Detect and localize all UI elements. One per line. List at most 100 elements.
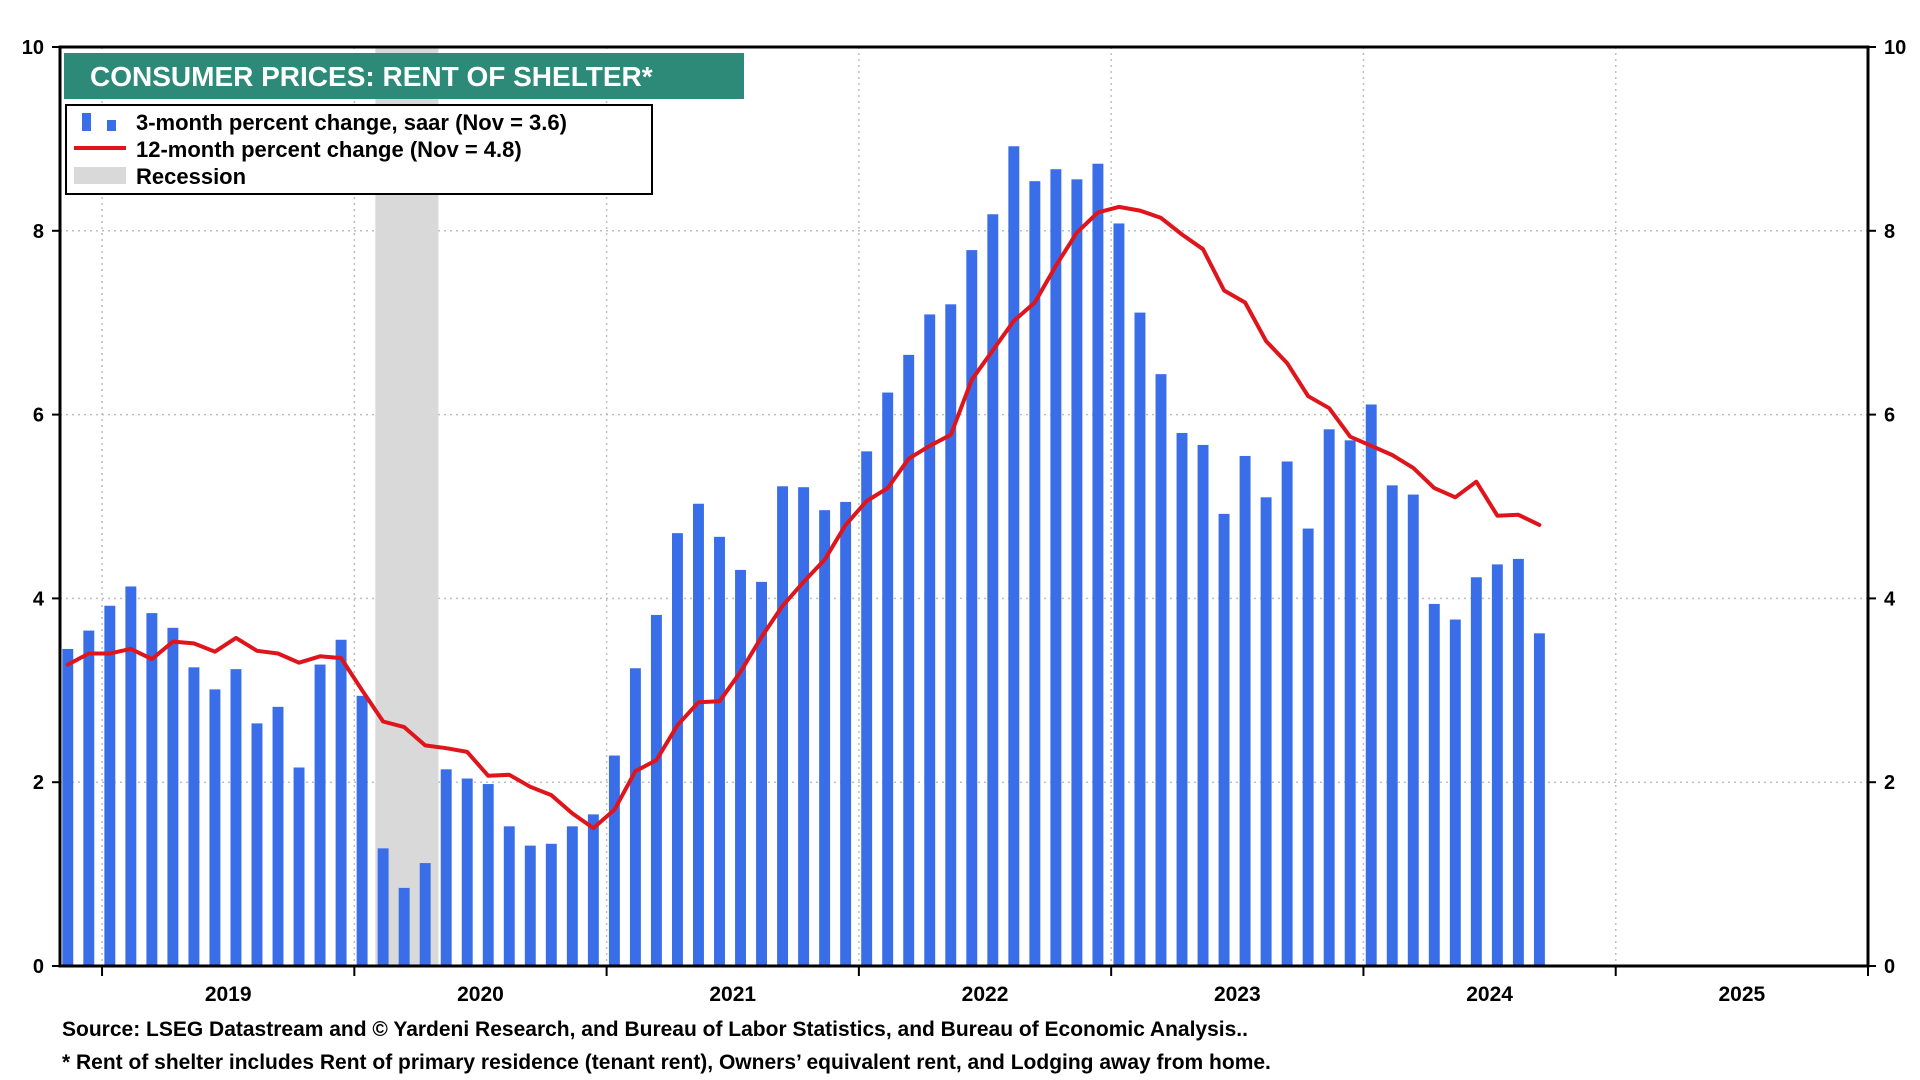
legend-bar-swatch-1 (82, 113, 91, 131)
right-tick-label-10: 10 (1884, 37, 1906, 59)
bar-70 (1512, 558, 1524, 966)
right-tick-label-2: 2 (1884, 772, 1895, 794)
footnote: * Rent of shelter includes Rent of prima… (62, 1051, 1271, 1074)
bar-49 (1071, 179, 1083, 966)
bar-25 (566, 826, 578, 966)
bar-3 (104, 605, 116, 966)
axes (58, 45, 1870, 976)
x-label-2020: 2020 (457, 983, 504, 1006)
chart-title: CONSUMER PRICES: RENT OF SHELTER* (90, 61, 653, 92)
bar-66 (1428, 603, 1440, 966)
bar-16 (377, 848, 389, 966)
bar-53 (1155, 374, 1167, 966)
legend-item-bars: 3-month percent change, saar (Nov = 3.6) (82, 110, 567, 135)
bar-34 (756, 581, 768, 966)
bar-47 (1029, 181, 1041, 966)
bar-40 (882, 392, 894, 966)
bar-54 (1176, 432, 1188, 967)
source-note: Source: LSEG Datastream and © Yardeni Re… (62, 1018, 1248, 1041)
bar-50 (1092, 163, 1104, 966)
x-label-2022: 2022 (962, 983, 1009, 1006)
bar-55 (1197, 444, 1209, 966)
bar-61 (1323, 429, 1335, 967)
legend-label-line: 12-month percent change (Nov = 4.8) (136, 137, 522, 162)
right-tick-label-6: 6 (1884, 405, 1895, 427)
bar-18 (419, 863, 431, 966)
right-y-axis: 0 2 4 6 8 10 (1868, 37, 1906, 978)
bar-48 (1050, 169, 1062, 967)
bar-36 (798, 487, 810, 966)
x-axis: 2019 2020 2021 2022 2023 2024 2025 (205, 983, 1766, 1006)
bar-14 (335, 639, 347, 966)
x-label-2023: 2023 (1214, 983, 1261, 1006)
bar-17 (398, 887, 410, 966)
bar-32 (714, 536, 725, 966)
left-tick-label-0: 0 (33, 956, 44, 978)
legend-bar-swatch-2 (107, 120, 116, 131)
legend-box (65, 104, 653, 195)
bar-58 (1260, 497, 1272, 966)
plot-frame (58, 45, 1870, 968)
bar-51 (1113, 223, 1125, 966)
bar-13 (314, 664, 326, 966)
bar-20 (461, 778, 473, 966)
right-tick-label-0: 0 (1884, 956, 1895, 978)
bar-1 (62, 648, 74, 966)
bar-4 (125, 586, 137, 966)
left-tick-label-4: 4 (33, 588, 45, 610)
bar-38 (840, 501, 852, 966)
bar-67 (1449, 619, 1461, 966)
line-series (65, 204, 1542, 831)
bar-29 (650, 614, 662, 966)
bar-64 (1386, 485, 1398, 966)
bar-68 (1470, 577, 1482, 966)
legend-label-recession: Recession (136, 164, 246, 189)
bar-2 (83, 630, 95, 966)
bar-21 (482, 784, 494, 966)
bar-28 (629, 668, 641, 966)
bar-59 (1281, 461, 1293, 966)
bar-57 (1239, 455, 1251, 966)
bar-60 (1302, 528, 1314, 966)
bar-62 (1344, 440, 1356, 966)
left-tick-label-10: 10 (22, 37, 44, 59)
legend-item-line: 12-month percent change (Nov = 4.8) (74, 137, 522, 162)
x-label-2024: 2024 (1466, 983, 1513, 1006)
bar-9 (230, 669, 242, 966)
bar-37 (819, 510, 831, 966)
bar-41 (903, 354, 915, 966)
bar-27 (608, 755, 620, 966)
bar-26 (587, 814, 599, 966)
bar-35 (777, 486, 789, 966)
bar-30 (671, 533, 683, 966)
legend-label-bars: 3-month percent change, saar (Nov = 3.6) (136, 110, 567, 135)
bar-31 (693, 503, 704, 966)
bar-22 (503, 826, 515, 966)
right-tick-label-4: 4 (1884, 588, 1896, 610)
x-label-2019: 2019 (205, 983, 252, 1006)
bar-19 (440, 769, 452, 966)
left-tick-label-6: 6 (33, 405, 44, 427)
bar-23 (524, 845, 536, 966)
left-tick-label-2: 2 (33, 772, 44, 794)
bar-33 (735, 569, 746, 966)
legend-item-recession: Recession (74, 164, 246, 189)
bar-series (62, 146, 1545, 967)
bar-52 (1134, 312, 1146, 966)
bar-8 (209, 689, 221, 966)
bar-63 (1365, 404, 1377, 967)
x-label-2025: 2025 (1719, 983, 1766, 1006)
bar-6 (167, 627, 179, 966)
bar-44 (966, 250, 978, 966)
bar-71 (1533, 633, 1545, 966)
legend: 3-month percent change, saar (Nov = 3.6)… (65, 104, 653, 195)
bar-65 (1407, 494, 1419, 966)
bar-56 (1218, 513, 1230, 966)
bar-5 (146, 613, 158, 966)
recession-shade (375, 47, 439, 966)
bar-69 (1491, 564, 1503, 966)
bar-10 (251, 723, 263, 966)
bar-45 (987, 214, 999, 966)
chart-title-box: CONSUMER PRICES: RENT OF SHELTER* (64, 53, 744, 99)
